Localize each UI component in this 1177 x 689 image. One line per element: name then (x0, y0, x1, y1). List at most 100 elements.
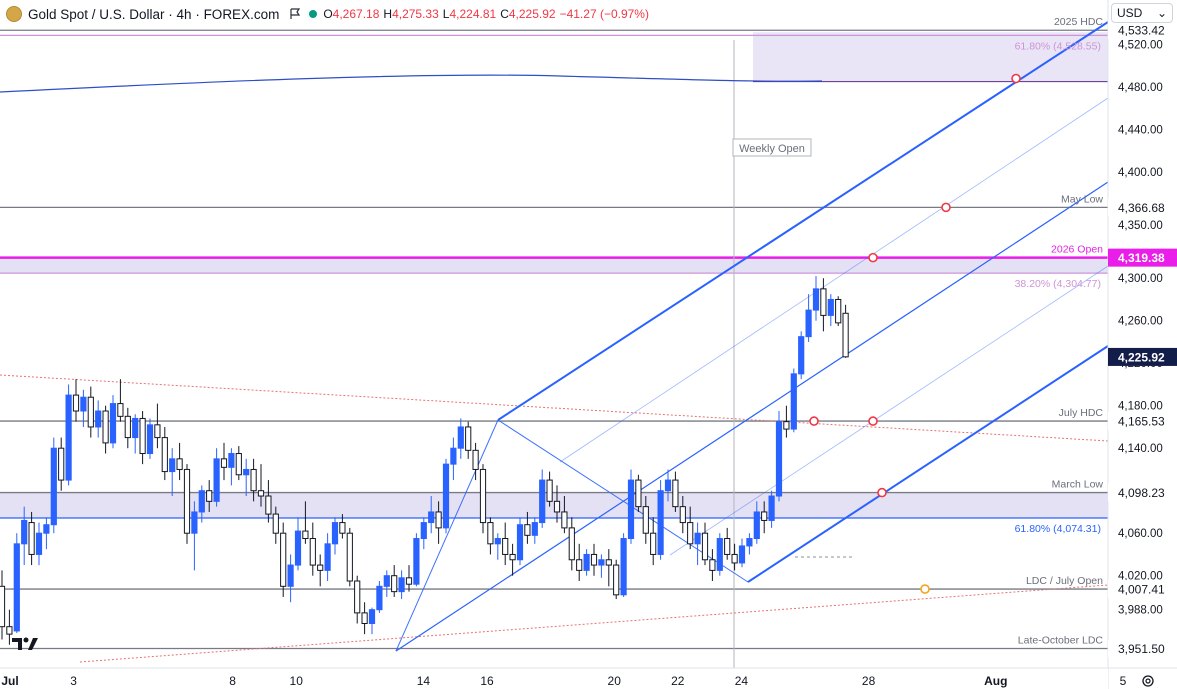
x-tick-label: 8 (229, 674, 236, 688)
logo-part (28, 638, 38, 650)
y-tick-label: 4,400.00 (1118, 167, 1163, 179)
candle-body (176, 458, 183, 470)
touch-marker-icon (868, 252, 878, 263)
candle-body (235, 453, 242, 476)
candle-body (479, 468, 487, 524)
x-tick-label: 14 (417, 674, 431, 688)
candle-body (139, 417, 146, 455)
candle-body (35, 532, 43, 555)
level-value-badge (1108, 248, 1177, 267)
candle-body (376, 585, 383, 611)
candle-body (331, 522, 339, 545)
current-price-label: 4,225.92 (1118, 350, 1165, 364)
level-value-label: 3,951.50 (1118, 642, 1165, 656)
candle-body (531, 522, 538, 536)
flag-icon[interactable] (287, 6, 303, 22)
candle-body (568, 527, 575, 561)
candle-body (28, 522, 35, 555)
candle-body (428, 511, 435, 524)
candle-body (442, 463, 450, 529)
fib-label: 38.20% (4,304.77) (1015, 278, 1101, 290)
candle-body (154, 424, 161, 439)
candle-body (502, 538, 509, 555)
ohlc-high: H4,275.33 (383, 7, 439, 21)
candle-body (761, 511, 768, 521)
touch-marker-icon (809, 416, 819, 426)
ohlc-close: C4,225.92 (500, 7, 556, 21)
candle-body (420, 522, 427, 540)
candle-body (546, 479, 553, 502)
price-change: −41.27 (−0.97%) (559, 7, 649, 21)
candle-body (21, 519, 28, 545)
x-tick-label: 5 (1120, 674, 1127, 688)
candle-body (561, 511, 568, 529)
candle-body (13, 543, 20, 632)
level-label: July HDC (1059, 407, 1104, 419)
touch-marker-icon (920, 584, 930, 594)
candle-body (775, 421, 783, 497)
candle-body (294, 530, 302, 566)
candle-body (701, 532, 709, 561)
candle-body (413, 538, 420, 585)
level-value-label: 4,165.53 (1118, 415, 1165, 429)
price-axis-panel (1108, 0, 1177, 689)
candle-body (716, 538, 723, 571)
level-value-label: 4,098.23 (1118, 486, 1165, 500)
candle-body (679, 506, 686, 524)
candle-body (405, 577, 413, 585)
candle-body (553, 500, 561, 513)
y-tick-label: 4,060.00 (1118, 528, 1163, 540)
level-label: LDC / July Open (1026, 575, 1103, 587)
level-label: 2026 Open (1051, 244, 1103, 256)
x-tick-label: 10 (290, 674, 304, 688)
candle-body (339, 522, 346, 534)
candle-body (450, 447, 457, 465)
candle-body (509, 553, 516, 561)
candle-body (783, 421, 790, 430)
candle-body (805, 309, 812, 338)
candle-body (746, 538, 753, 547)
candle-body (391, 575, 398, 593)
currency-select[interactable]: USD ⌄ (1111, 3, 1173, 23)
candle-body (583, 553, 590, 571)
candle-body (620, 538, 627, 596)
candle-body (309, 538, 316, 566)
symbol-title[interactable]: Gold Spot / U.S. Dollar · 4h · FOREX.com (28, 6, 280, 22)
candle-body (228, 453, 235, 468)
candle-body (687, 522, 694, 545)
resistance-zone (0, 257, 1108, 274)
candle-body (613, 564, 620, 596)
candle-body (220, 458, 228, 468)
chevron-down-icon: ⌄ (1156, 6, 1167, 20)
candle-body (102, 410, 109, 444)
y-tick-label: 4,440.00 (1118, 124, 1163, 136)
candle-body (664, 479, 672, 492)
level-value-badge (1108, 639, 1177, 658)
chart-legend: Gold Spot / U.S. Dollar · 4h · FOREX.com… (6, 5, 649, 23)
candle-body (383, 575, 390, 587)
candle-body (605, 559, 612, 566)
candle-body (539, 479, 546, 524)
time-axis-panel (0, 668, 1108, 689)
y-tick-label: 4,350.00 (1118, 220, 1163, 232)
candle-body (494, 538, 501, 545)
candle-body (635, 479, 642, 508)
y-tick-label: 4,300.00 (1118, 273, 1163, 285)
level-value-label: 4,366.68 (1118, 201, 1165, 215)
candle-body (472, 449, 479, 470)
candle-body (346, 532, 353, 582)
candle-body (213, 458, 220, 502)
level-label: May Low (1061, 193, 1103, 205)
candle-body (50, 447, 57, 526)
y-tick-label: 4,260.00 (1118, 316, 1163, 328)
touch-marker-icon (941, 202, 951, 213)
dotted-trendline-upper (0, 374, 1109, 442)
touch-marker-icon (1011, 73, 1021, 84)
level-value-badge (1108, 21, 1177, 40)
y-tick-label: 4,180.00 (1118, 401, 1163, 413)
upper-zone (753, 32, 1108, 82)
candle-body (435, 511, 442, 529)
candle-body (516, 524, 524, 561)
chart-settings-icon[interactable] (1142, 675, 1154, 687)
